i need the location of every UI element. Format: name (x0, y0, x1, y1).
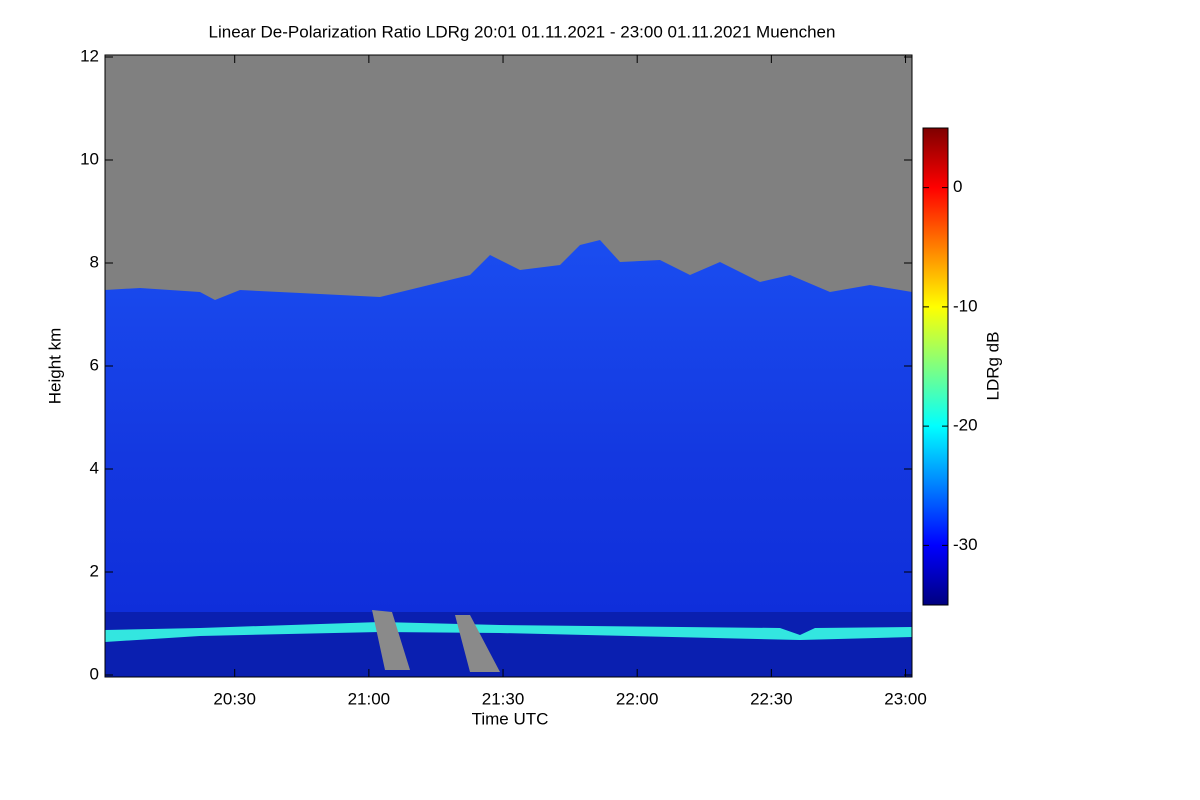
aerosol-layer (105, 622, 912, 642)
chart-title: Linear De-Polarization Ratio LDRg 20:01 … (209, 22, 836, 41)
y-tick-label: 0 (90, 664, 99, 683)
colorbar-tick-label: -30 (953, 535, 978, 554)
colorbar-tick-label: -10 (953, 296, 978, 315)
heatmap-image (105, 55, 912, 677)
y-tick-label: 6 (90, 355, 99, 374)
x-tick-label: 23:00 (884, 689, 927, 708)
gap-region (372, 610, 500, 672)
x-axis-label: Time UTC (472, 709, 549, 728)
y-tick-label: 4 (90, 458, 99, 477)
x-tick-label: 20:30 (213, 689, 256, 708)
colorbar-tick-label: -20 (953, 416, 978, 435)
x-tick-label: 22:00 (616, 689, 659, 708)
y-axis-label: Height km (45, 328, 64, 405)
colorbar-label: LDRg dB (983, 332, 1002, 401)
colorbar-tick-label: 0 (953, 177, 962, 196)
y-tick-label: 12 (80, 46, 99, 65)
x-tick-label: 21:30 (482, 689, 525, 708)
colorbar (922, 127, 949, 606)
boundary-layer (105, 612, 912, 677)
y-tick-label: 2 (90, 561, 99, 580)
x-tick-label: 22:30 (750, 689, 793, 708)
y-tick-label: 10 (80, 149, 99, 168)
y-tick-label: 8 (90, 252, 99, 271)
x-tick-label: 21:00 (348, 689, 391, 708)
signal-region (105, 240, 912, 677)
